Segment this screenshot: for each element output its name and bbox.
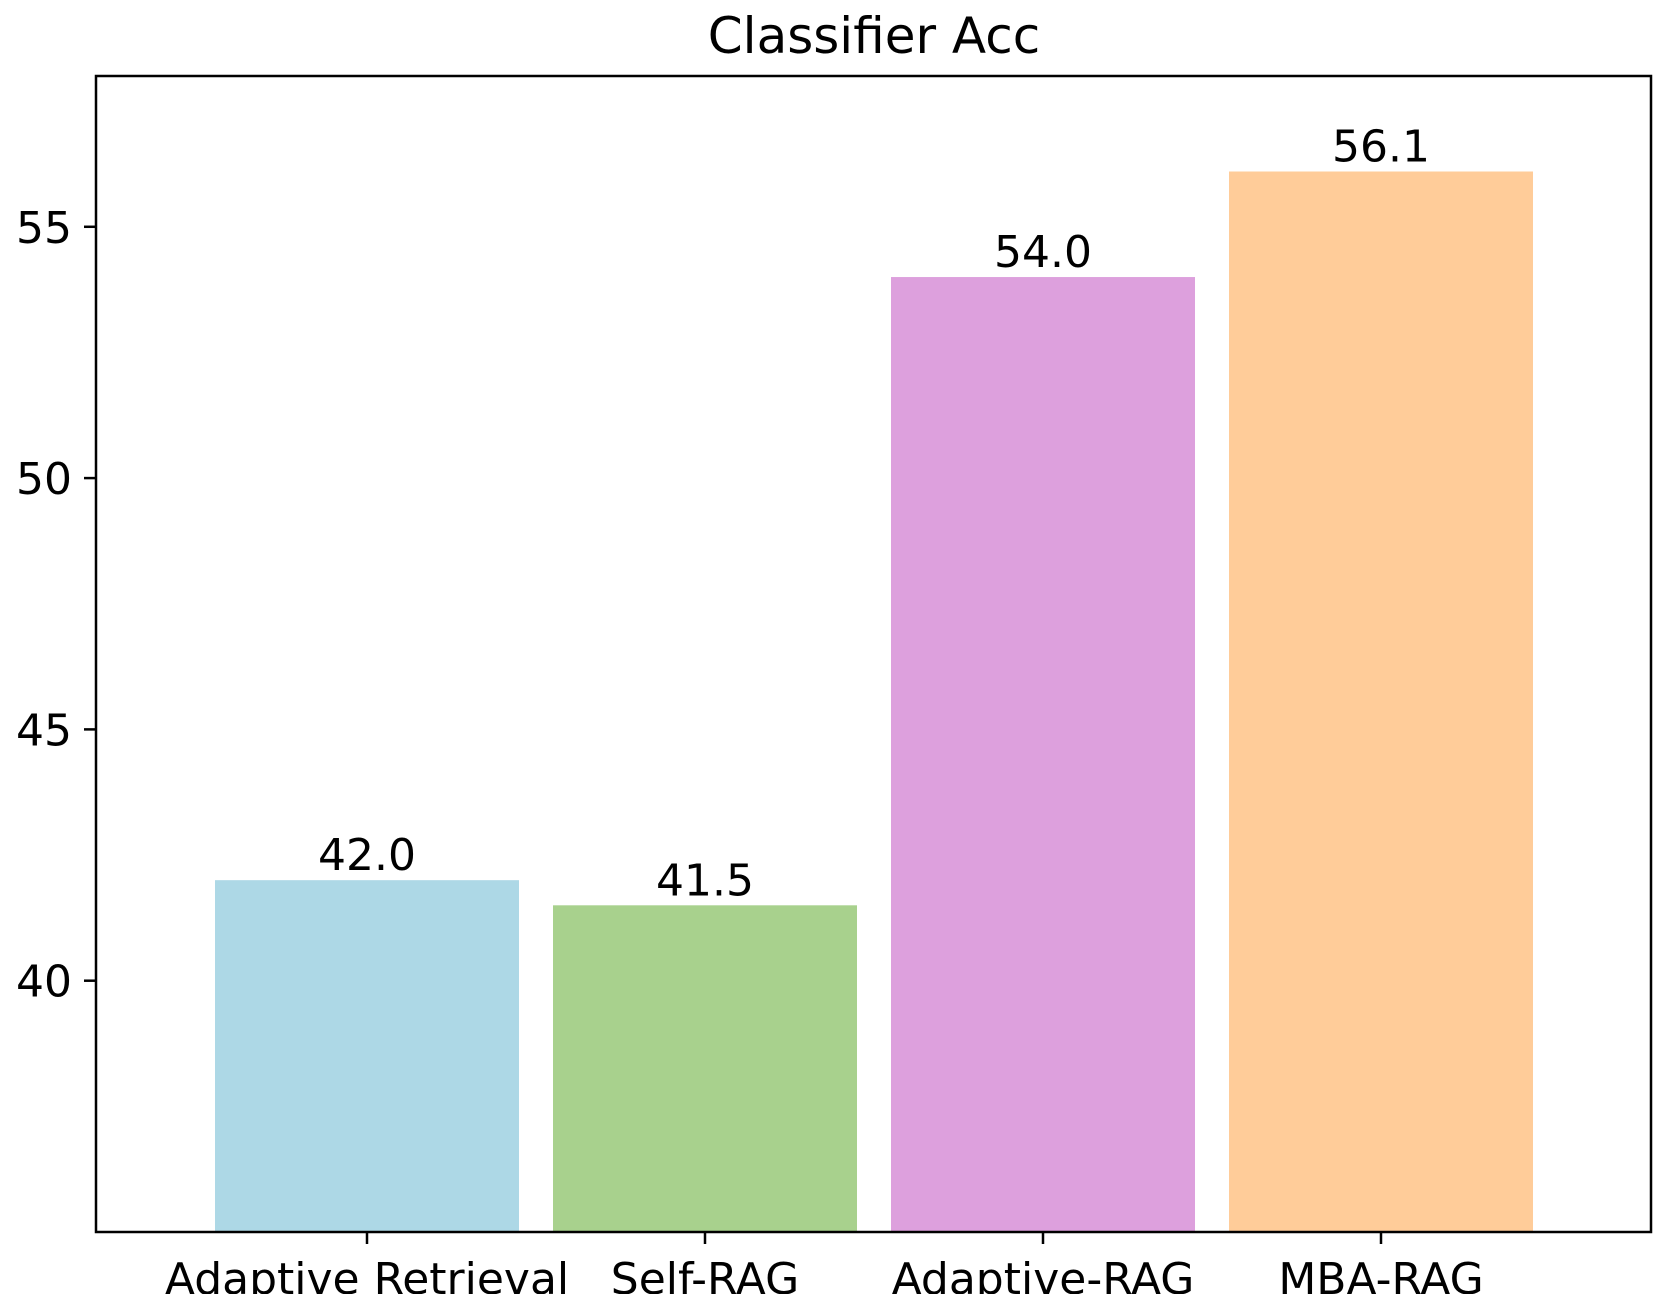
y-axis: 40 45 50 55 [16, 203, 96, 1008]
value-label-2: 54.0 [994, 227, 1092, 278]
bar-2 [891, 277, 1195, 1233]
bar-1 [553, 905, 857, 1232]
x-tick-label-2: Adaptive-RAG [892, 1254, 1195, 1294]
y-tick-label-3: 55 [16, 203, 72, 254]
y-tick-label-0: 40 [16, 957, 72, 1008]
value-label-3: 56.1 [1332, 121, 1430, 172]
bars-group [215, 171, 1533, 1233]
value-labels-group: 42.0 41.5 54.0 56.1 [318, 121, 1430, 906]
value-label-0: 42.0 [318, 830, 416, 881]
bar-0 [215, 880, 519, 1232]
plot-frame [94, 74, 1653, 1234]
x-tick-label-0: Adaptive Retrieval [165, 1254, 569, 1294]
x-axis: Adaptive Retrieval Self-RAG Adaptive-RAG MB… [165, 1232, 1484, 1299]
value-label-1: 41.5 [656, 855, 754, 906]
chart-title: Classifier Acc [708, 7, 1040, 65]
bar-3 [1229, 171, 1533, 1233]
y-tick-label-1: 45 [16, 705, 72, 756]
x-tick-label-3: MBA-RAG [1278, 1254, 1483, 1294]
x-tick-label-1: Self-RAG [611, 1254, 799, 1294]
y-tick-label-2: 50 [16, 454, 72, 505]
